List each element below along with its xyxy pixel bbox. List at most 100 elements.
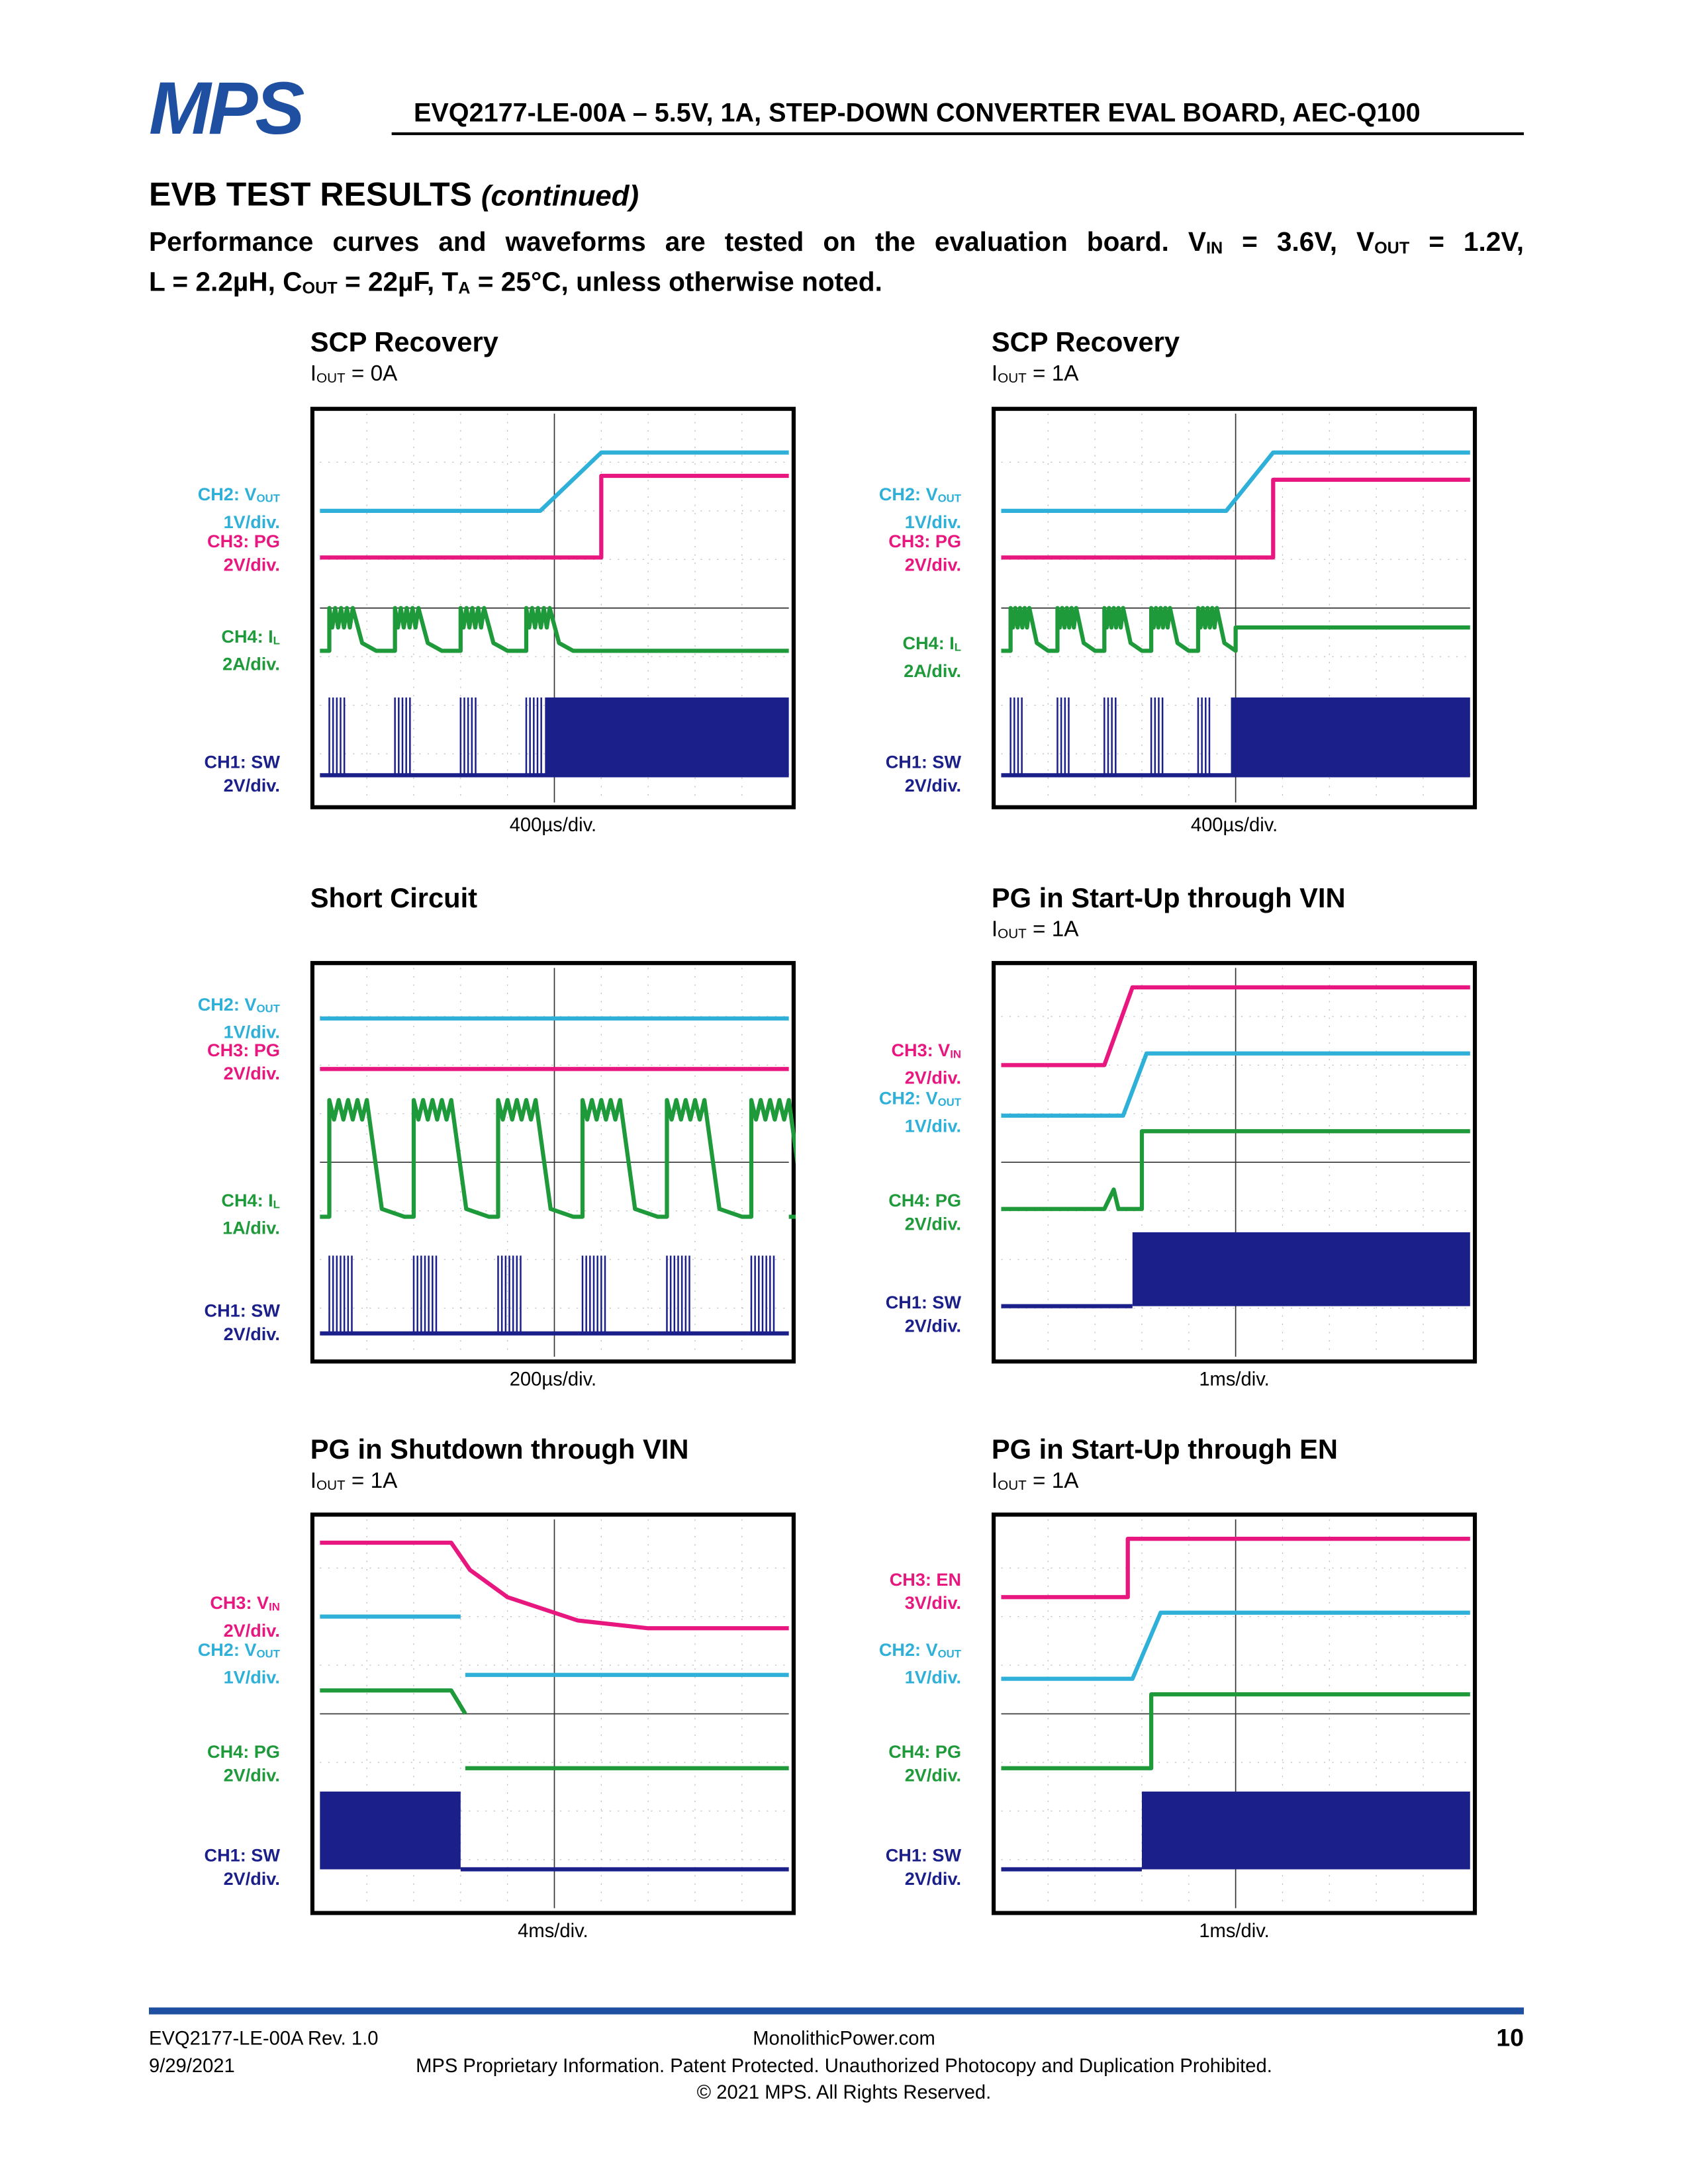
waveform bbox=[1001, 1129, 1470, 1211]
text: CH3: PG bbox=[207, 1039, 280, 1061]
channel-name: CH1: SW bbox=[60, 1843, 280, 1866]
channel-label: CH1: SW 2V/div. bbox=[60, 1843, 280, 1890]
channel-scale: 1V/div. bbox=[904, 1667, 962, 1688]
subscript: OUT bbox=[316, 1479, 346, 1494]
channel-name: CH3: PG bbox=[60, 1038, 280, 1062]
text: CH1: SW bbox=[204, 1300, 280, 1321]
channel-scale: 2V/div. bbox=[223, 1868, 280, 1889]
scope-screen bbox=[310, 961, 796, 1364]
channel-label: CH2: VOUT 1V/div. bbox=[741, 1087, 961, 1138]
subscript: OUT bbox=[998, 371, 1027, 387]
text: CH2: V bbox=[878, 484, 938, 505]
text: CH1: SW bbox=[204, 1844, 280, 1866]
text: CH4: PG bbox=[888, 1741, 962, 1762]
channel-scale: 1V/div. bbox=[904, 512, 962, 533]
channel-label: CH2: VOUT 1V/div. bbox=[60, 482, 280, 534]
text: CH3: V bbox=[210, 1592, 269, 1614]
text: = 1A bbox=[345, 1469, 398, 1494]
subscript: OUT bbox=[1374, 238, 1410, 258]
waveform bbox=[1001, 1537, 1470, 1600]
waveform bbox=[320, 1540, 789, 1631]
text: I bbox=[310, 1469, 317, 1494]
channel-label: CH1: SW 2V/div. bbox=[60, 1298, 280, 1345]
channel-scale: 2V/div. bbox=[223, 554, 280, 575]
timebase: 1ms/div. bbox=[1199, 1367, 1270, 1390]
scope-screen bbox=[991, 406, 1477, 809]
channel-scale: 2V/div. bbox=[904, 1067, 962, 1089]
channel-scale: 2V/div. bbox=[223, 1764, 280, 1786]
subscript: OUT bbox=[302, 278, 338, 298]
text: CH1: SW bbox=[885, 1844, 962, 1866]
channel-name: CH3: PG bbox=[741, 529, 961, 553]
waveform bbox=[1001, 985, 1470, 1068]
channel-scale: 2V/div. bbox=[904, 1868, 962, 1889]
plot-condition: IOUT = 1A bbox=[992, 1470, 1079, 1494]
subscript: OUT bbox=[937, 1096, 962, 1109]
plot-title: SCP Recovery bbox=[991, 328, 1180, 359]
channel-scale: 1V/div. bbox=[223, 1022, 280, 1043]
scope-screen bbox=[310, 1512, 796, 1915]
footer-date: 9/29/2021 bbox=[148, 2054, 235, 2077]
text: CH4: I bbox=[221, 625, 273, 647]
channel-label: CH3: VIN 2V/div. bbox=[60, 1591, 280, 1643]
waveform bbox=[320, 606, 789, 653]
channel-name: CH4: IL bbox=[60, 1189, 280, 1216]
channel-label: CH3: PG 2V/div. bbox=[741, 529, 961, 576]
text: CH4: I bbox=[902, 633, 955, 654]
channel-label: CH2: VOUT 1V/div. bbox=[741, 1638, 961, 1690]
text: CH1: SW bbox=[204, 751, 280, 772]
channel-label: CH4: PG 2V/div. bbox=[741, 1189, 961, 1236]
subscript: OUT bbox=[256, 1647, 280, 1661]
channel-name: CH1: SW bbox=[60, 750, 280, 773]
channel-label: CH1: SW 2V/div. bbox=[60, 750, 280, 797]
text: CH2: V bbox=[197, 994, 257, 1015]
text: CH2: V bbox=[878, 1087, 938, 1109]
waveform-band bbox=[320, 1792, 461, 1870]
text: CH3: EN bbox=[889, 1569, 962, 1590]
waveform bbox=[1001, 477, 1470, 560]
channel-scale: 2V/div. bbox=[904, 554, 962, 575]
channel-name: CH2: VOUT bbox=[60, 482, 280, 510]
channel-scale: 1A/div. bbox=[222, 1217, 280, 1239]
text: = 25°C, unless otherwise noted. bbox=[470, 267, 882, 298]
channel-name: CH4: PG bbox=[741, 1189, 961, 1212]
channel-name: CH1: SW bbox=[741, 1843, 961, 1866]
subscript: OUT bbox=[998, 927, 1027, 942]
channel-label: CH4: IL 1A/div. bbox=[60, 1189, 280, 1240]
text: CH2: V bbox=[197, 1639, 257, 1661]
waveform-band bbox=[1141, 1792, 1470, 1870]
waveform bbox=[320, 1688, 467, 1715]
channel-name: CH3: VIN bbox=[741, 1038, 961, 1066]
waveform bbox=[1001, 1610, 1470, 1681]
subscript: IN bbox=[1206, 238, 1223, 258]
text: CH1: SW bbox=[885, 751, 962, 772]
section-title: EVB TEST RESULTS (continued) bbox=[149, 177, 639, 215]
subscript: OUT bbox=[256, 492, 280, 505]
timebase: 400µs/div. bbox=[1190, 813, 1278, 836]
channel-label: CH3: PG 2V/div. bbox=[60, 1038, 280, 1085]
page-number: 10 bbox=[1496, 2024, 1524, 2052]
footer-rule bbox=[148, 2007, 1524, 2015]
channel-scale: 1V/div. bbox=[223, 512, 280, 533]
text: I bbox=[991, 1469, 998, 1494]
text: = 1A bbox=[1026, 1469, 1079, 1494]
subscript: OUT bbox=[316, 371, 346, 387]
channel-label: CH3: PG 2V/div. bbox=[60, 529, 280, 576]
channel-scale: 2V/div. bbox=[904, 1315, 962, 1336]
waveform-band bbox=[1231, 697, 1470, 776]
section-title-text: EVB TEST RESULTS bbox=[148, 176, 473, 214]
channel-scale: 2V/div. bbox=[223, 1620, 280, 1641]
channel-name: CH1: SW bbox=[60, 1298, 280, 1322]
text: = 3.6V, V bbox=[1223, 227, 1375, 258]
channel-label: CH2: VOUT 1V/div. bbox=[60, 1638, 280, 1690]
waveform-band bbox=[545, 697, 789, 776]
plot-title: PG in Shutdown through VIN bbox=[310, 1435, 689, 1466]
channel-scale: 2A/div. bbox=[222, 653, 280, 675]
text: CH4: I bbox=[221, 1189, 273, 1211]
channel-label: CH4: IL 2A/div. bbox=[60, 625, 280, 676]
text: I bbox=[310, 362, 317, 387]
waveform bbox=[320, 450, 789, 513]
channel-label: CH4: PG 2V/div. bbox=[741, 1740, 961, 1787]
intro-line: Performance curves and waveforms are tes… bbox=[149, 226, 1524, 266]
